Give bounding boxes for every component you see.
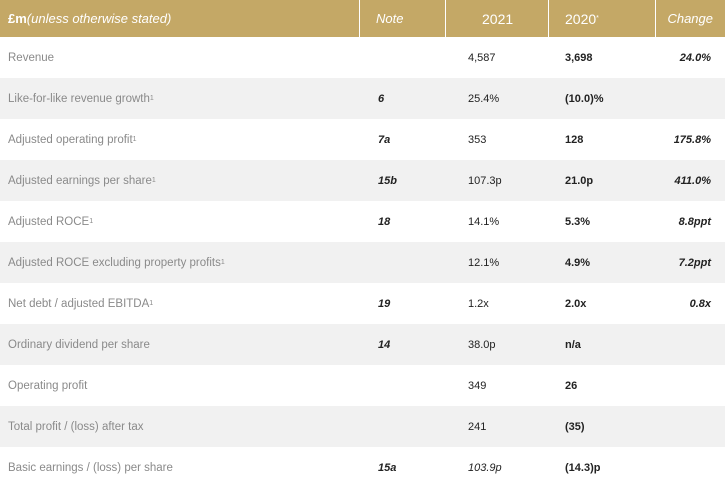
- table-row: Operating profit 349 26: [0, 365, 725, 406]
- row-note: 18: [378, 215, 391, 228]
- row-change: [656, 447, 725, 488]
- row-value-2021: 353: [468, 133, 487, 146]
- row-label-text: Basic earnings / (loss) per share: [8, 461, 173, 474]
- row-value-2021: 241: [468, 420, 487, 433]
- row-label-text: Revenue: [8, 51, 55, 64]
- row-value-2021: 107.3p: [468, 174, 502, 187]
- row-value-2020: 21.0p: [565, 174, 594, 187]
- row-value-2021: 1.2x: [468, 297, 489, 310]
- row-value-2020: 3,698: [565, 51, 593, 64]
- table-row: Total profit / (loss) after tax 241 (35): [0, 406, 725, 447]
- row-change: [656, 365, 725, 406]
- row-label: Total profit / (loss) after tax: [0, 406, 360, 447]
- table-row: Adjusted operating profit 1 7a 353 128 175.8%: [0, 119, 725, 160]
- row-change: 24.0%: [679, 51, 711, 64]
- row-value-2020: 4.9%: [565, 256, 591, 269]
- row-label: Operating profit: [0, 365, 360, 406]
- row-change: 7.2ppt: [678, 256, 711, 269]
- row-label: Adjusted operating profit 1: [8, 133, 137, 146]
- header-2021: 2021: [446, 0, 549, 37]
- row-change: 411.0%: [674, 174, 712, 187]
- row-value-2021: 103.9p: [468, 461, 502, 474]
- table-row: Like-for-like revenue growth 1 6 25.4% (10.0…: [0, 78, 725, 119]
- row-note: [360, 365, 446, 406]
- row-value-2021: 12.1%: [468, 256, 500, 269]
- row-value-2020: 128: [565, 133, 584, 146]
- row-note: [360, 406, 446, 447]
- row-note: [360, 37, 446, 78]
- table-body: Revenue 4,587 3,698 24.0% Like-for-like reve…: [0, 37, 725, 488]
- row-label-text: Total profit / (loss) after tax: [8, 420, 144, 433]
- row-value-2020: 5.3%: [565, 215, 591, 228]
- row-value-2021: 25.4%: [468, 92, 500, 105]
- row-value-2020: 26: [565, 379, 578, 392]
- row-label-text: Adjusted operating profit: [8, 133, 133, 146]
- row-note: 15b: [378, 174, 397, 187]
- header-change: Change: [667, 11, 713, 26]
- table-row: Adjusted ROCE excluding property profits…: [0, 242, 725, 283]
- row-change: [656, 78, 725, 119]
- row-value-2020: (10.0)%: [565, 92, 604, 105]
- row-change: [656, 406, 725, 447]
- row-label: Revenue: [0, 37, 360, 78]
- row-label-text: Adjusted ROCE: [8, 215, 90, 228]
- row-value-2021: 38.0p: [468, 338, 496, 351]
- row-note: 7a: [378, 133, 391, 146]
- row-label: Basic earnings / (loss) per share: [0, 447, 360, 488]
- row-value-2020: (14.3)p: [565, 461, 601, 474]
- row-label: Net debt / adjusted EBITDA 1: [8, 297, 154, 310]
- row-label-text: Adjusted ROCE excluding property profits: [8, 256, 221, 269]
- header-label-suffix: (unless otherwise stated): [26, 11, 172, 26]
- row-change: 8.8ppt: [678, 215, 711, 228]
- row-value-2021: 4,587: [468, 51, 496, 64]
- row-change: [656, 324, 725, 365]
- row-change: 0.8x: [689, 297, 711, 310]
- header-2020-label: 2020: [565, 10, 597, 27]
- table-header-row: £m (unless otherwise stated) Note 2021 2…: [0, 0, 725, 37]
- table-row: Ordinary dividend per share 14 38.0p n/a: [0, 324, 725, 365]
- header-label: £m (unless otherwise stated): [0, 0, 360, 37]
- header-2020: 2020 *: [549, 0, 656, 37]
- row-label-text: Adjusted earnings per share: [8, 174, 152, 187]
- row-label: Adjusted ROCE excluding property profits…: [8, 256, 225, 269]
- row-note: 19: [378, 297, 391, 310]
- row-value-2020: (35): [565, 420, 585, 433]
- row-note: [360, 242, 446, 283]
- table-row: Basic earnings / (loss) per share 15a 103.…: [0, 447, 725, 488]
- row-value-2021: 14.1%: [468, 215, 500, 228]
- row-note: 6: [378, 92, 385, 105]
- row-label-text: Operating profit: [8, 379, 88, 392]
- row-label: Adjusted earnings per share 1: [8, 174, 156, 187]
- header-label-prefix: £m: [8, 11, 27, 26]
- row-label-text: Net debt / adjusted EBITDA: [8, 297, 150, 310]
- row-note: 14: [378, 338, 391, 351]
- row-value-2020: 2.0x: [565, 297, 587, 310]
- row-change: 175.8%: [673, 133, 711, 146]
- row-label: Ordinary dividend per share: [0, 324, 360, 365]
- row-label-text: Ordinary dividend per share: [8, 338, 150, 351]
- table-row: Adjusted ROCE 1 18 14.1% 5.3% 8.8ppt: [0, 201, 725, 242]
- row-label: Like-for-like revenue growth 1: [8, 92, 154, 105]
- table-row: Net debt / adjusted EBITDA 1 19 1.2x 2.0x 0.8…: [0, 283, 725, 324]
- row-label-text: Like-for-like revenue growth: [8, 92, 150, 105]
- header-note: Note: [360, 0, 446, 37]
- table-row: Adjusted earnings per share 1 15b 107.3p 21.…: [0, 160, 725, 201]
- table-row: Revenue 4,587 3,698 24.0%: [0, 37, 725, 78]
- row-value-2020: n/a: [565, 338, 581, 351]
- row-label: Adjusted ROCE 1: [8, 215, 94, 228]
- row-note: 15a: [378, 461, 397, 474]
- row-value-2021: 349: [468, 379, 487, 392]
